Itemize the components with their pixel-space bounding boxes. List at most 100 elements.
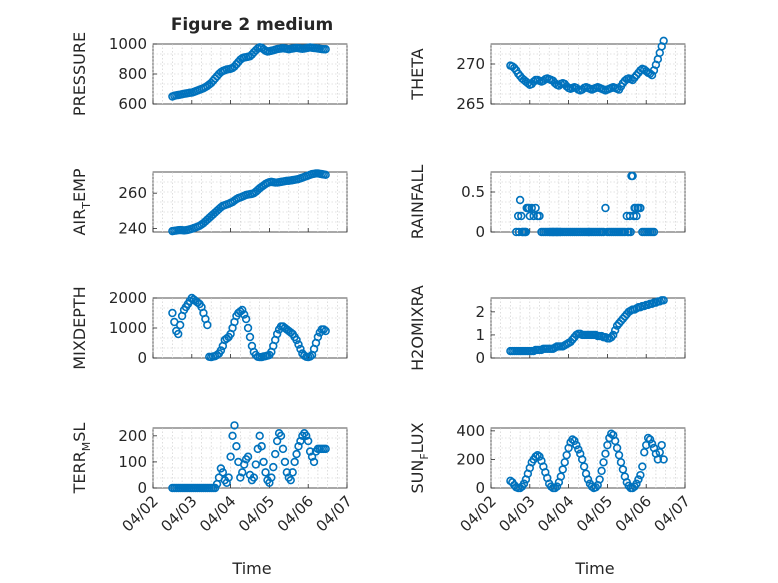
data-point (321, 45, 330, 54)
y-tick-label-theta: 270 (456, 55, 485, 73)
data-point (228, 431, 237, 441)
y-tick-label-pressure: 1000 (109, 35, 147, 53)
data-point (216, 346, 226, 355)
data-point (261, 468, 270, 477)
y-axis-label-theta: THETA (408, 48, 427, 100)
y-tick-label-sun-flux: 400 (456, 422, 485, 440)
data-point (562, 450, 571, 460)
y-axis-label-pressure: PRESSURE (70, 32, 89, 116)
x-axis-label-left: Time (231, 559, 271, 578)
data-point (599, 227, 608, 237)
data-point (527, 203, 536, 213)
y-tick-label-terr-msl: 100 (118, 453, 147, 471)
data-point (552, 482, 562, 491)
data-point (321, 326, 330, 336)
data-point (632, 479, 641, 488)
data-point (525, 211, 534, 221)
y-tick-label-rainfall: 0 (475, 223, 485, 241)
series-mixdepth (168, 293, 330, 362)
data-point (636, 470, 645, 480)
data-point (292, 449, 301, 459)
data-point (558, 465, 567, 474)
grid-terr-msl (152, 428, 348, 488)
data-point (597, 466, 606, 476)
data-point (612, 443, 622, 453)
data-point (307, 452, 317, 461)
data-point (618, 465, 628, 474)
data-point (529, 211, 538, 221)
data-point (636, 203, 645, 213)
data-point (574, 445, 583, 454)
data-point (282, 468, 292, 477)
data-point (659, 296, 668, 305)
data-point (653, 455, 663, 464)
data-point (614, 450, 624, 460)
data-point (238, 305, 247, 315)
data-point (601, 449, 610, 458)
y-axis-label-terr-msl: TERRMSL (70, 423, 93, 495)
data-point (570, 436, 579, 446)
y-tick-label-terr-msl: 0 (137, 479, 147, 497)
data-point (230, 421, 239, 430)
data-point (255, 431, 264, 441)
x-axis-label-right: Time (574, 559, 614, 578)
y-axis-label-sun-flux: SUNFLUX (408, 422, 431, 493)
data-point (241, 314, 251, 324)
y-tick-label-h2omixra: 1 (475, 326, 485, 344)
data-point (251, 460, 261, 469)
data-point (636, 66, 645, 75)
data-point (659, 455, 668, 464)
y-tick-label-air-temp: 260 (118, 184, 147, 202)
data-point (294, 340, 303, 349)
data-point (632, 211, 641, 221)
data-point (616, 458, 626, 467)
y-tick-label-mixdepth: 2000 (109, 289, 147, 307)
data-point (645, 435, 655, 444)
panel-h2omixra: 0 1 2 H2OMIXRA (408, 285, 686, 371)
data-point (515, 195, 525, 205)
data-point (603, 440, 612, 450)
data-point (629, 211, 638, 221)
data-point (628, 171, 637, 181)
data-point (535, 452, 544, 461)
data-point (560, 458, 569, 467)
data-point (556, 472, 566, 481)
data-point (521, 227, 531, 237)
data-point (649, 227, 659, 237)
data-point (304, 436, 313, 446)
data-point (239, 310, 249, 319)
y-axis-label-rainfall: RAINFALL (408, 165, 427, 240)
grid-pressure (152, 44, 348, 104)
y-tick-label-theta: 265 (456, 95, 485, 113)
series-theta (506, 36, 668, 95)
data-point (529, 77, 538, 86)
series-sun-flux (506, 429, 668, 493)
data-point (168, 308, 177, 318)
panel-mixdepth: 0 1000 2000 MIXDEPTH (70, 286, 348, 370)
y-axis-label-air-temp: AIRTEMP (70, 168, 93, 235)
data-point (278, 444, 288, 454)
data-point (286, 475, 295, 485)
data-point (288, 468, 297, 477)
series-h2omixra (506, 296, 668, 356)
data-point (232, 442, 241, 451)
series-air-temp (168, 169, 330, 236)
data-point (513, 211, 523, 221)
data-point (309, 457, 319, 467)
data-point (657, 440, 666, 450)
data-point (236, 473, 245, 482)
data-point (583, 475, 593, 484)
panel-theta: 265 270 THETA (408, 36, 686, 113)
data-point (226, 452, 235, 461)
data-point (313, 332, 323, 342)
y-tick-label-rainfall: 0.5 (461, 183, 485, 201)
data-point (321, 170, 330, 180)
data-point (577, 455, 587, 464)
data-point (224, 473, 233, 482)
data-point (272, 436, 282, 446)
data-point (305, 447, 315, 456)
data-point (267, 473, 276, 482)
data-point (174, 329, 183, 339)
